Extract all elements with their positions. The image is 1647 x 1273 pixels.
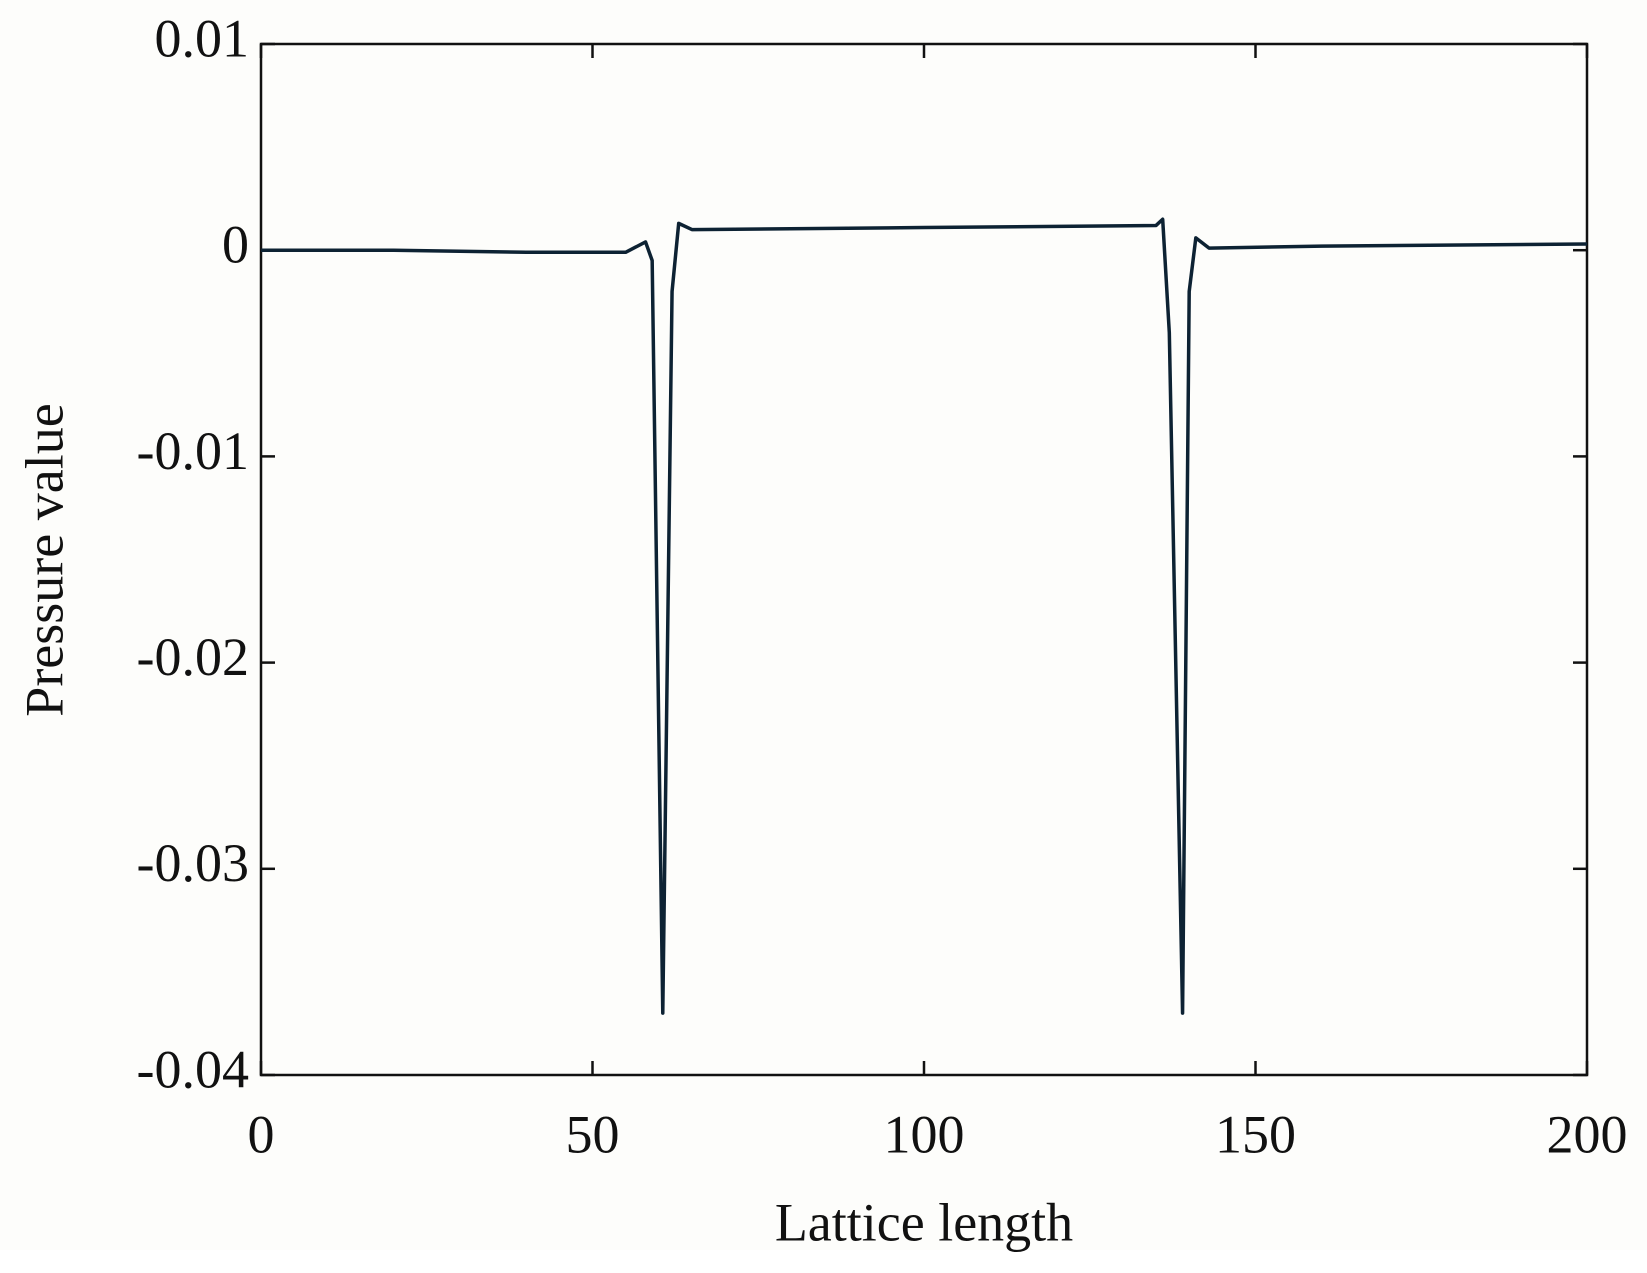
x-tick-label: 100 [884, 1104, 965, 1164]
y-tick-label: -0.02 [137, 627, 249, 687]
y-tick-label: -0.03 [137, 833, 249, 893]
data-line [261, 217, 1588, 1015]
x-tick-label: 200 [1547, 1104, 1628, 1164]
y-tick-label: 0.01 [155, 8, 250, 68]
x-tick-label: 150 [1215, 1104, 1296, 1164]
y-tick-label: 0 [222, 215, 249, 275]
x-axis-label: Lattice length [775, 1192, 1073, 1252]
x-tick-label: 0 [248, 1104, 275, 1164]
y-tick-label: -0.04 [137, 1039, 249, 1099]
x-tick-label: 50 [566, 1104, 620, 1164]
y-tick-label: -0.01 [137, 421, 249, 481]
y-axis-label: Pressure value [14, 403, 74, 716]
